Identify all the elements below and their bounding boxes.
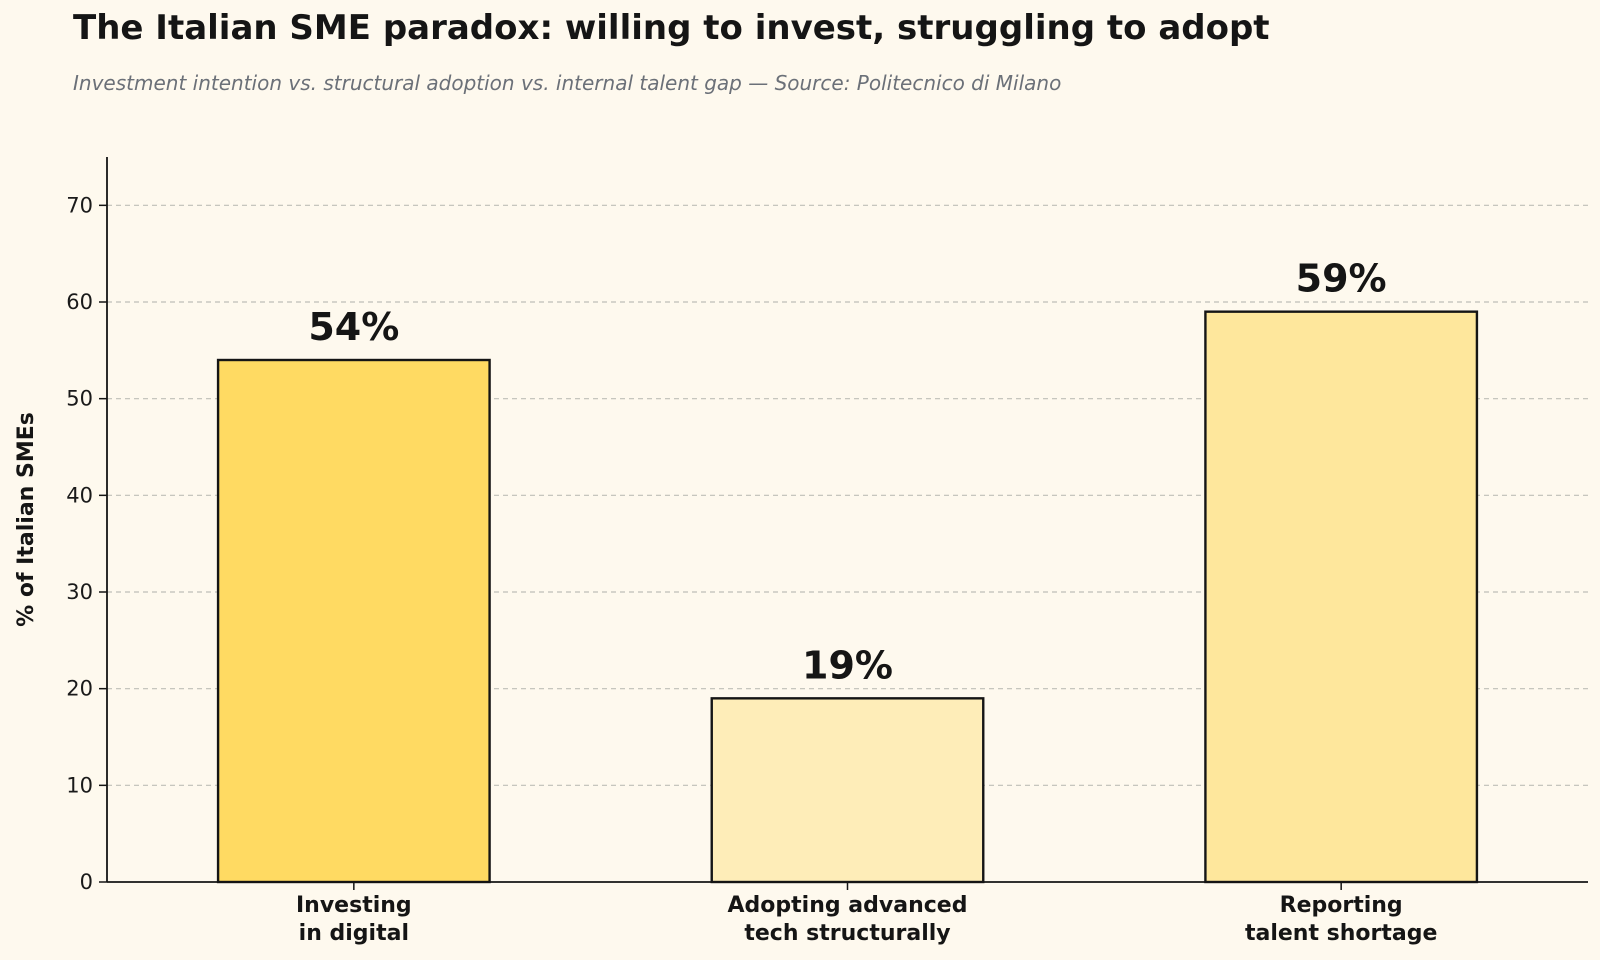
data-label: 19% <box>802 643 893 687</box>
y-tick-label: 20 <box>66 677 93 701</box>
bar <box>1204 310 1479 884</box>
y-tick-label: 60 <box>66 290 93 314</box>
x-tick-label: Adopting advanced <box>728 893 968 918</box>
bars <box>216 310 1479 884</box>
y-tick-label: 70 <box>66 193 93 217</box>
labels: 0 10 20 30 40 50 60 70 54% Investing in digital 19%… <box>14 193 1437 946</box>
y-tick-label: 0 <box>80 870 93 894</box>
x-tick-label: Investing <box>296 893 412 918</box>
data-label: 54% <box>308 305 399 349</box>
data-label: 59% <box>1296 257 1387 301</box>
bar <box>216 358 491 884</box>
chart-title: The Italian SME paradox: willing to inve… <box>73 8 1270 48</box>
bar <box>710 697 985 884</box>
y-tick-label: 10 <box>66 773 93 797</box>
x-tick-label: tech structurally <box>744 921 950 946</box>
x-tick-label: Reporting <box>1280 893 1403 918</box>
axes <box>99 157 1588 890</box>
x-tick-label: talent shortage <box>1245 921 1437 946</box>
y-tick-label: 40 <box>66 483 93 507</box>
x-tick-label: in digital <box>299 921 409 946</box>
chart-subtitle: Investment intention vs. structural adop… <box>73 71 1062 95</box>
y-tick-label: 50 <box>66 387 93 411</box>
y-axis-label: % of Italian SMEs <box>14 412 39 627</box>
y-tick-label: 30 <box>66 580 93 604</box>
